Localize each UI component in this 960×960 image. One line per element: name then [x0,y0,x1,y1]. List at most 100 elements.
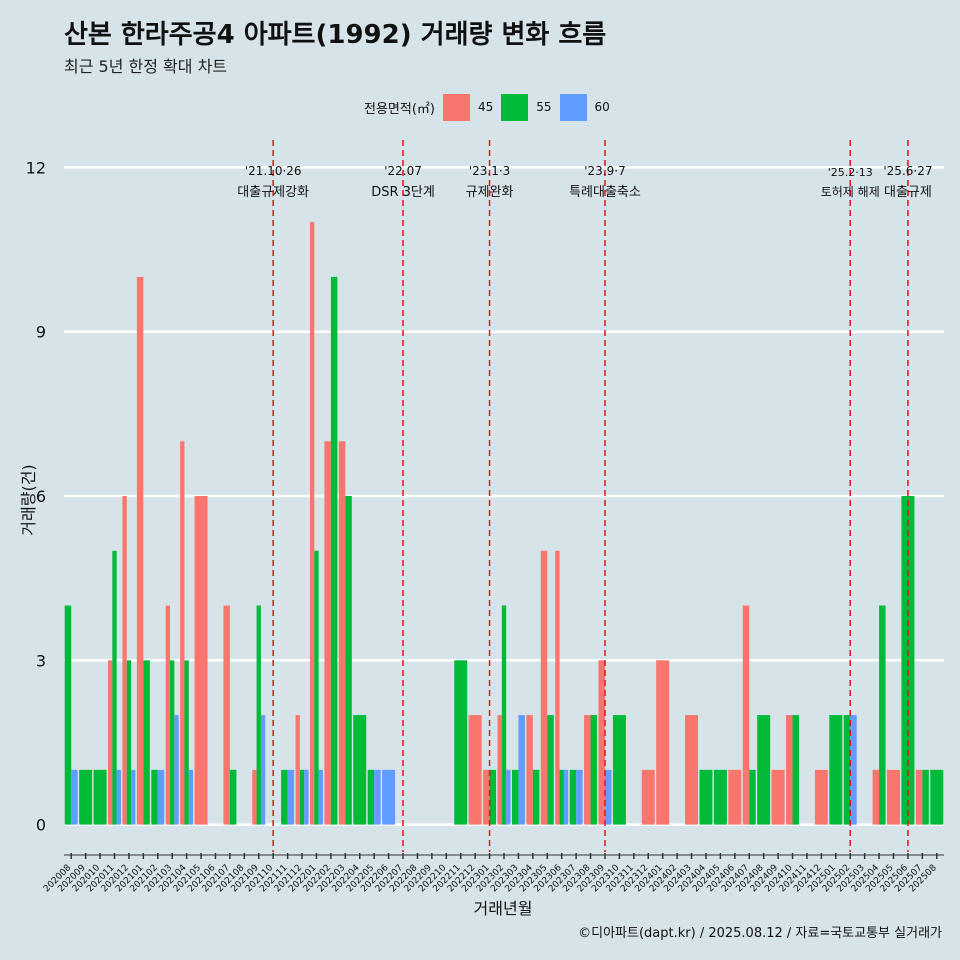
bar-45-202011 [108,660,113,825]
bar-45-202304 [526,715,533,825]
bar-45-202410 [786,715,793,825]
bar-45-202312 [641,769,655,825]
legend-swatch-55 [501,93,529,121]
bar-45-202203 [338,441,346,825]
bars [64,222,944,825]
bar-55-202404 [699,769,713,825]
bar-55-202012 [126,660,132,825]
event-date-label: '25.6·27 [883,164,932,178]
bar-45-202412 [814,769,828,825]
event-description-label: 토허제 해제 [821,185,880,199]
legend-item-55: 55 [501,93,552,121]
y-axis-label: 거래량(건) [19,464,38,535]
event-date-label: '23.1·3 [469,164,510,178]
bar-55-202203 [345,496,352,825]
bar-45-202012 [122,496,127,825]
event-date-label: '21.10·26 [245,164,302,178]
legend-title: 전용면적(㎡) [364,101,435,117]
bar-45-202309 [598,660,605,825]
bar-60-202201 [318,769,323,825]
bar-45-202301 [483,769,490,825]
bar-55-202111 [281,769,288,825]
bar-45-202406 [728,769,742,825]
legend-label-60: 60 [594,100,610,114]
bar-55-202201 [314,550,319,825]
bar-45-202201 [309,222,315,825]
bar-55-202501 [829,715,843,825]
bar-55-202103 [170,660,175,825]
bar-60-202302 [506,769,511,825]
legend: 전용면적(㎡) 45 55 60 [364,93,618,121]
bar-45-202407 [742,605,750,825]
bar-60-202112 [304,769,309,825]
bar-55-202504 [879,605,886,825]
bar-60-202309 [604,769,612,825]
event-lines [272,140,909,852]
event-date-label: '23.9·7 [584,164,625,178]
event-description-label: DSR 3단계 [371,185,435,200]
bar-60-202306 [563,769,569,825]
bar-60-202011 [116,769,121,825]
legend-item-45: 45 [442,93,494,121]
bar-55-202205 [367,769,375,825]
bar-55-202408 [757,715,771,825]
bar-55-202410 [792,715,800,825]
bar-45-202305 [540,550,548,825]
y-tick-label: 9 [36,323,46,342]
bar-55-202301 [489,769,497,825]
legend-swatch-60 [559,93,587,121]
bar-45-202507 [915,769,923,825]
bar-60-202104 [188,769,194,825]
bar-45-202103 [165,605,171,825]
bar-45-202306 [555,550,560,825]
event-date-label: '22.07 [384,164,422,178]
bar-60-202102 [157,769,165,825]
bar-55-202306 [559,769,564,825]
event-date-label: '25.2·13 [828,166,873,179]
bar-45-202107 [223,605,230,825]
source-caption: ©디아파트(dapt.kr) / 2025.08.12 / 자료=국토교통부 실… [578,926,942,941]
chart-subtitle: 최근 5년 한정 확대 차트 [64,57,228,76]
bar-55-202112 [299,769,305,825]
bar-45-202202 [324,441,331,825]
bar-60-202303 [518,715,525,825]
x-axis-label: 거래년월 [474,899,533,918]
y-tick-label: 12 [26,158,46,177]
bar-55-202101 [143,660,150,825]
bar-55-202303 [511,769,519,825]
bar-45-202112 [295,715,300,825]
legend-swatch-45 [442,93,470,121]
y-axis: 0 3 6 9 12 [26,158,46,834]
legend-label-45: 45 [477,100,494,114]
bar-55-202204 [353,715,367,825]
bar-55-202010 [93,769,107,825]
event-description-label: 특례대출축소 [569,185,641,200]
event-annotations: '21.10·26 대출규제강화 '22.07 DSR 3단계 '23.1·3 규제완화 '… [237,164,932,200]
event-description-label: 대출규제강화 [237,185,309,200]
bar-55-202008 [64,605,72,825]
x-axis: 2020082020092020102020112020122021012021… [42,853,944,894]
bar-60-202012 [131,769,136,825]
bar-60-202109 [260,715,266,825]
event-description-label: 대출규제 [884,185,932,200]
bar-45-202212 [468,715,482,825]
bar-45-202401 [656,660,670,825]
bar-55-202508 [930,769,944,825]
chart-title: 산본 한라주공4 아파트(1992) 거래량 변화 흐름 [64,20,607,50]
y-tick-label: 6 [36,487,46,506]
bar-55-202308 [590,715,598,825]
bar-55-202305 [547,715,554,825]
bar-45-202505 [887,769,900,825]
bar-45-202109 [252,769,257,825]
bar-55-202507 [922,769,929,825]
bar-60-202502 [850,715,857,825]
bar-55-202102 [151,769,158,825]
bar-45-202105 [194,496,208,825]
bar-45-202104 [180,441,185,825]
bar-60-202307 [576,769,583,825]
bar-60-202008 [71,769,78,825]
bar-55-202302 [501,605,507,825]
bar-55-202310 [612,715,626,825]
